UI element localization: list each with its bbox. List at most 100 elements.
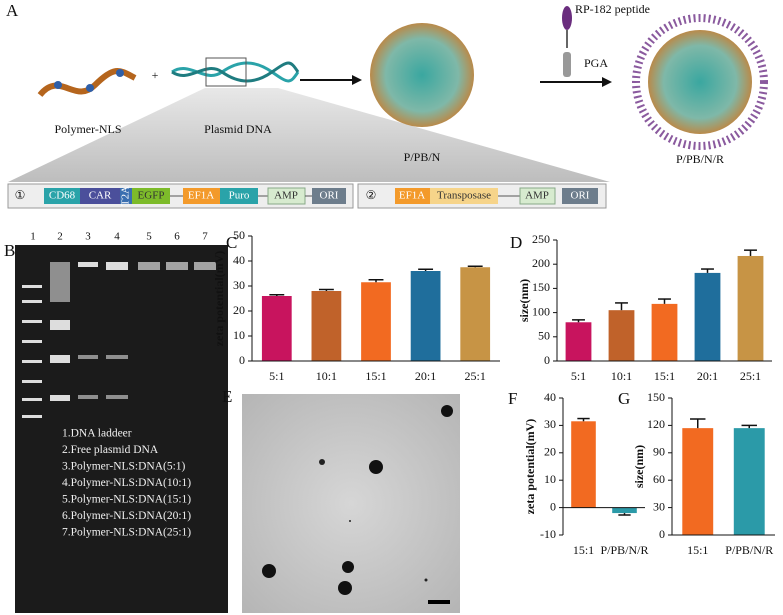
nanoparticle: [648, 30, 752, 134]
bar: [737, 255, 764, 361]
panel-label: F: [508, 389, 517, 408]
label: EGFP: [138, 190, 165, 202]
x-tick-label: 20:1: [697, 369, 718, 383]
lane-label: 4: [114, 231, 120, 243]
legend-text: 3.Polymer-NLS:DNA(5:1): [62, 461, 186, 473]
panel-label: E: [222, 387, 232, 406]
bar: [694, 272, 721, 361]
lane-label: 1: [30, 231, 36, 243]
x-tick-label: 15:1: [654, 369, 675, 383]
nanoparticle: [370, 23, 474, 127]
y-tick-label: 0: [544, 353, 550, 367]
y-axis-label: size(nm): [517, 279, 531, 322]
x-tick-label: 15:1: [687, 543, 708, 557]
y-tick-label: 250: [532, 232, 550, 246]
bar: [565, 322, 592, 361]
panel-label: D: [510, 233, 522, 252]
y-axis-label: size(nm): [632, 445, 646, 488]
label: Puro: [229, 190, 250, 202]
bar: [361, 282, 391, 361]
bar: [651, 303, 678, 361]
label: ORI: [320, 190, 339, 202]
bar: [261, 296, 292, 361]
label: Plasmid DNA: [204, 122, 272, 136]
label: ORI: [571, 190, 590, 202]
y-tick-label: 0: [659, 527, 665, 541]
x-tick-label: 15:1: [365, 369, 386, 383]
y-axis-label: zeta potential(mV): [212, 251, 226, 347]
y-tick-label: 10: [233, 328, 245, 342]
y-tick-label: -10: [540, 527, 556, 541]
y-tick-label: 40: [544, 390, 556, 404]
x-tick-label: 25:1: [465, 369, 486, 383]
label: RP-182 peptide: [575, 2, 650, 16]
label: ②: [366, 188, 377, 202]
schematic: A Polymer-NLS + Plasmid DNA P/PB/N RP-18…: [6, 1, 768, 209]
y-tick-label: 150: [532, 280, 550, 294]
y-tick-label: 0: [550, 499, 556, 513]
bar: [410, 271, 441, 361]
label: AMP: [274, 190, 298, 202]
x-tick-label: 10:1: [611, 369, 632, 383]
zoom-box: [205, 57, 247, 87]
label: P/PB/N: [404, 150, 441, 164]
zoom-wedge: [8, 88, 610, 182]
lane-label: 6: [174, 231, 180, 243]
y-tick-label: 30: [653, 499, 665, 513]
y-tick-label: 150: [647, 390, 665, 404]
bar: [571, 421, 596, 508]
label: PGA: [584, 56, 608, 70]
y-tick-label: 60: [653, 472, 665, 486]
y-tick-label: 100: [532, 304, 550, 318]
y-axis-label: zeta potential(mV): [523, 419, 537, 515]
legend-text: 4.Polymer-NLS:DNA(10:1): [62, 477, 191, 489]
tem-image: E: [222, 387, 460, 613]
label: +: [152, 68, 159, 82]
legend-text: 7.Polymer-NLS:DNA(25:1): [62, 527, 191, 539]
label: CAR: [89, 190, 112, 202]
gel: B: [4, 241, 228, 613]
label: Transposase: [437, 190, 491, 202]
label: T2A: [120, 186, 132, 206]
label: EF1A: [399, 190, 425, 202]
bar: [612, 507, 637, 514]
y-tick-label: 30: [544, 417, 556, 431]
y-tick-label: 30: [233, 278, 245, 292]
bar: [682, 428, 714, 535]
x-tick-label: 15:1: [573, 543, 594, 557]
x-tick-label: 5:1: [269, 369, 284, 383]
legend-text: 2.Free plasmid DNA: [62, 444, 159, 456]
y-tick-label: 50: [538, 329, 550, 343]
x-tick-label: 25:1: [740, 369, 761, 383]
legend-text: 1.DNA laddeer: [62, 428, 132, 440]
x-tick-label: 10:1: [316, 369, 337, 383]
legend-text: 6.Polymer-NLS:DNA(20:1): [62, 510, 191, 522]
label: P/PB/N/R: [676, 152, 724, 166]
y-tick-label: 120: [647, 417, 665, 431]
y-tick-label: 20: [233, 303, 245, 317]
y-tick-label: 50: [233, 228, 245, 242]
panel-label: A: [6, 1, 19, 20]
y-tick-label: 90: [653, 445, 665, 459]
lane-label: 3: [85, 231, 91, 243]
y-tick-label: 200: [532, 256, 550, 270]
bar: [733, 428, 765, 535]
label: CD68: [49, 190, 76, 202]
bar: [608, 310, 635, 361]
panel-label: B: [4, 241, 15, 260]
label: EF1A: [188, 190, 214, 202]
y-tick-label: 40: [233, 253, 245, 267]
y-tick-label: 10: [544, 472, 556, 486]
bar: [460, 267, 491, 361]
label: ①: [15, 188, 26, 202]
panel-label: C: [226, 233, 237, 252]
label: AMP: [525, 190, 549, 202]
lane-label: 2: [57, 231, 63, 243]
panel-label: G: [618, 389, 630, 408]
lane-label: 5: [146, 231, 152, 243]
lane-label: 7: [202, 231, 208, 243]
y-tick-label: 20: [544, 445, 556, 459]
legend-text: 5.Polymer-NLS:DNA(15:1): [62, 494, 191, 506]
x-tick-label: P/PB/N/R: [725, 543, 773, 557]
x-tick-label: 20:1: [415, 369, 436, 383]
